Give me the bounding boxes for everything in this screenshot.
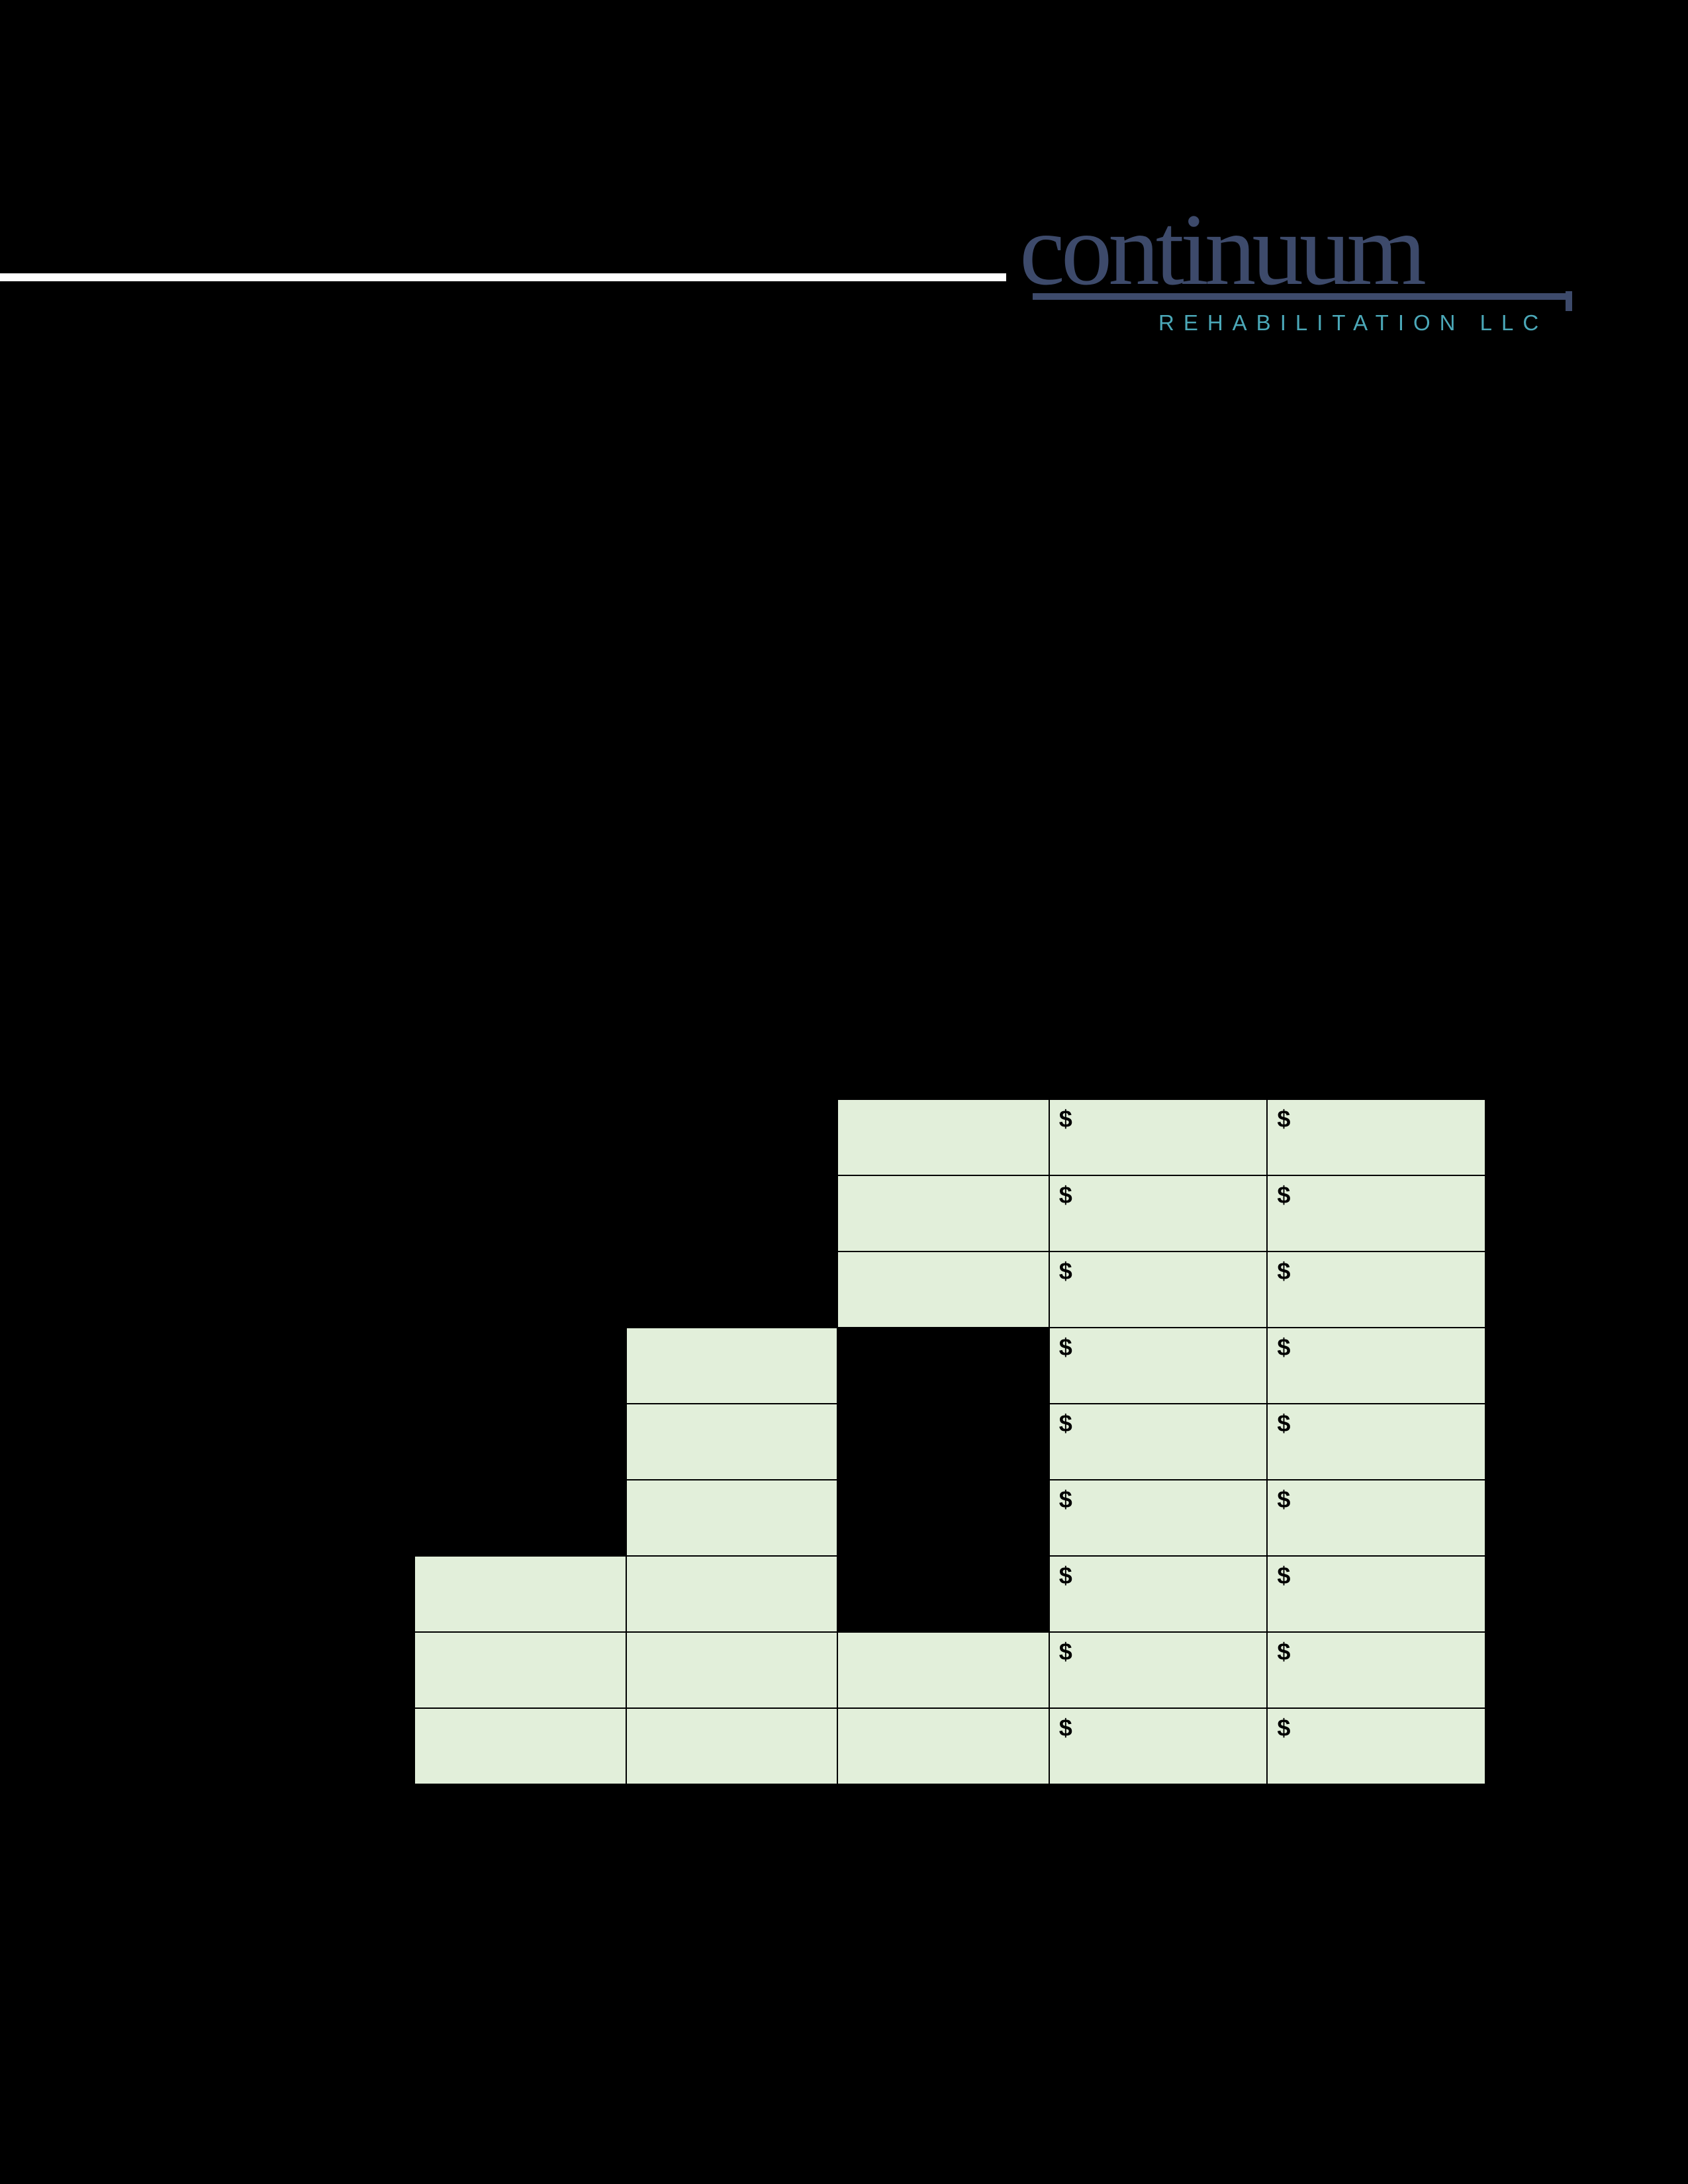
table-row: $$	[414, 1556, 1485, 1632]
table-cell	[837, 1251, 1049, 1328]
table-cell: $	[1049, 1175, 1268, 1251]
table-cell: $	[1049, 1328, 1268, 1404]
table-row: $$	[414, 1175, 1485, 1251]
table-cell	[414, 1404, 626, 1480]
table-cell	[837, 1480, 1049, 1556]
logo: continuum REHABILITATION LLC	[1019, 199, 1595, 336]
table-cell: $	[1049, 1099, 1268, 1175]
table-cell	[837, 1708, 1049, 1784]
table: $$$$$$$$$$$$$$$$$$	[414, 1099, 1486, 1785]
table-cell	[626, 1099, 838, 1175]
table-cell	[626, 1328, 838, 1404]
pricing-table: $$$$$$$$$$$$$$$$$$	[414, 1099, 1486, 1785]
header-rule	[0, 273, 1006, 281]
table-cell: $	[1267, 1328, 1485, 1404]
table-row: $$	[414, 1708, 1485, 1784]
table-cell: $	[1049, 1556, 1268, 1632]
table-cell	[837, 1632, 1049, 1708]
table-row: $$	[414, 1404, 1485, 1480]
table-cell: $	[1267, 1480, 1485, 1556]
table-row: $$	[414, 1480, 1485, 1556]
table-cell	[626, 1480, 838, 1556]
table-cell	[414, 1099, 626, 1175]
table-cell	[626, 1175, 838, 1251]
table-cell	[837, 1099, 1049, 1175]
logo-underline-hook	[1566, 291, 1572, 311]
table-cell	[837, 1404, 1049, 1480]
table-cell: $	[1267, 1175, 1485, 1251]
table-cell	[414, 1175, 626, 1251]
table-row: $$	[414, 1251, 1485, 1328]
table-cell	[837, 1328, 1049, 1404]
table-cell	[837, 1175, 1049, 1251]
table-cell	[626, 1404, 838, 1480]
table-cell: $	[1267, 1632, 1485, 1708]
table-cell: $	[1267, 1099, 1485, 1175]
logo-sub-text: REHABILITATION LLC	[1158, 310, 1595, 336]
table-cell	[837, 1556, 1049, 1632]
table-cell: $	[1267, 1404, 1485, 1480]
table-cell	[414, 1480, 626, 1556]
table-cell	[626, 1251, 838, 1328]
table-cell	[626, 1632, 838, 1708]
table-body: $$$$$$$$$$$$$$$$$$	[414, 1099, 1485, 1784]
table-cell: $	[1049, 1632, 1268, 1708]
table-row: $$	[414, 1099, 1485, 1175]
table-cell: $	[1049, 1404, 1268, 1480]
table-cell: $	[1049, 1480, 1268, 1556]
table-cell	[414, 1328, 626, 1404]
table-cell: $	[1267, 1556, 1485, 1632]
table-cell: $	[1267, 1708, 1485, 1784]
logo-main-text: continuum	[1019, 199, 1595, 301]
table-cell: $	[1049, 1251, 1268, 1328]
table-cell	[626, 1708, 838, 1784]
table-row: $$	[414, 1632, 1485, 1708]
table-cell	[626, 1556, 838, 1632]
table-cell: $	[1267, 1251, 1485, 1328]
table-cell	[414, 1632, 626, 1708]
table-cell: $	[1049, 1708, 1268, 1784]
table-cell	[414, 1556, 626, 1632]
table-row: $$	[414, 1328, 1485, 1404]
table-cell	[414, 1251, 626, 1328]
table-cell	[414, 1708, 626, 1784]
